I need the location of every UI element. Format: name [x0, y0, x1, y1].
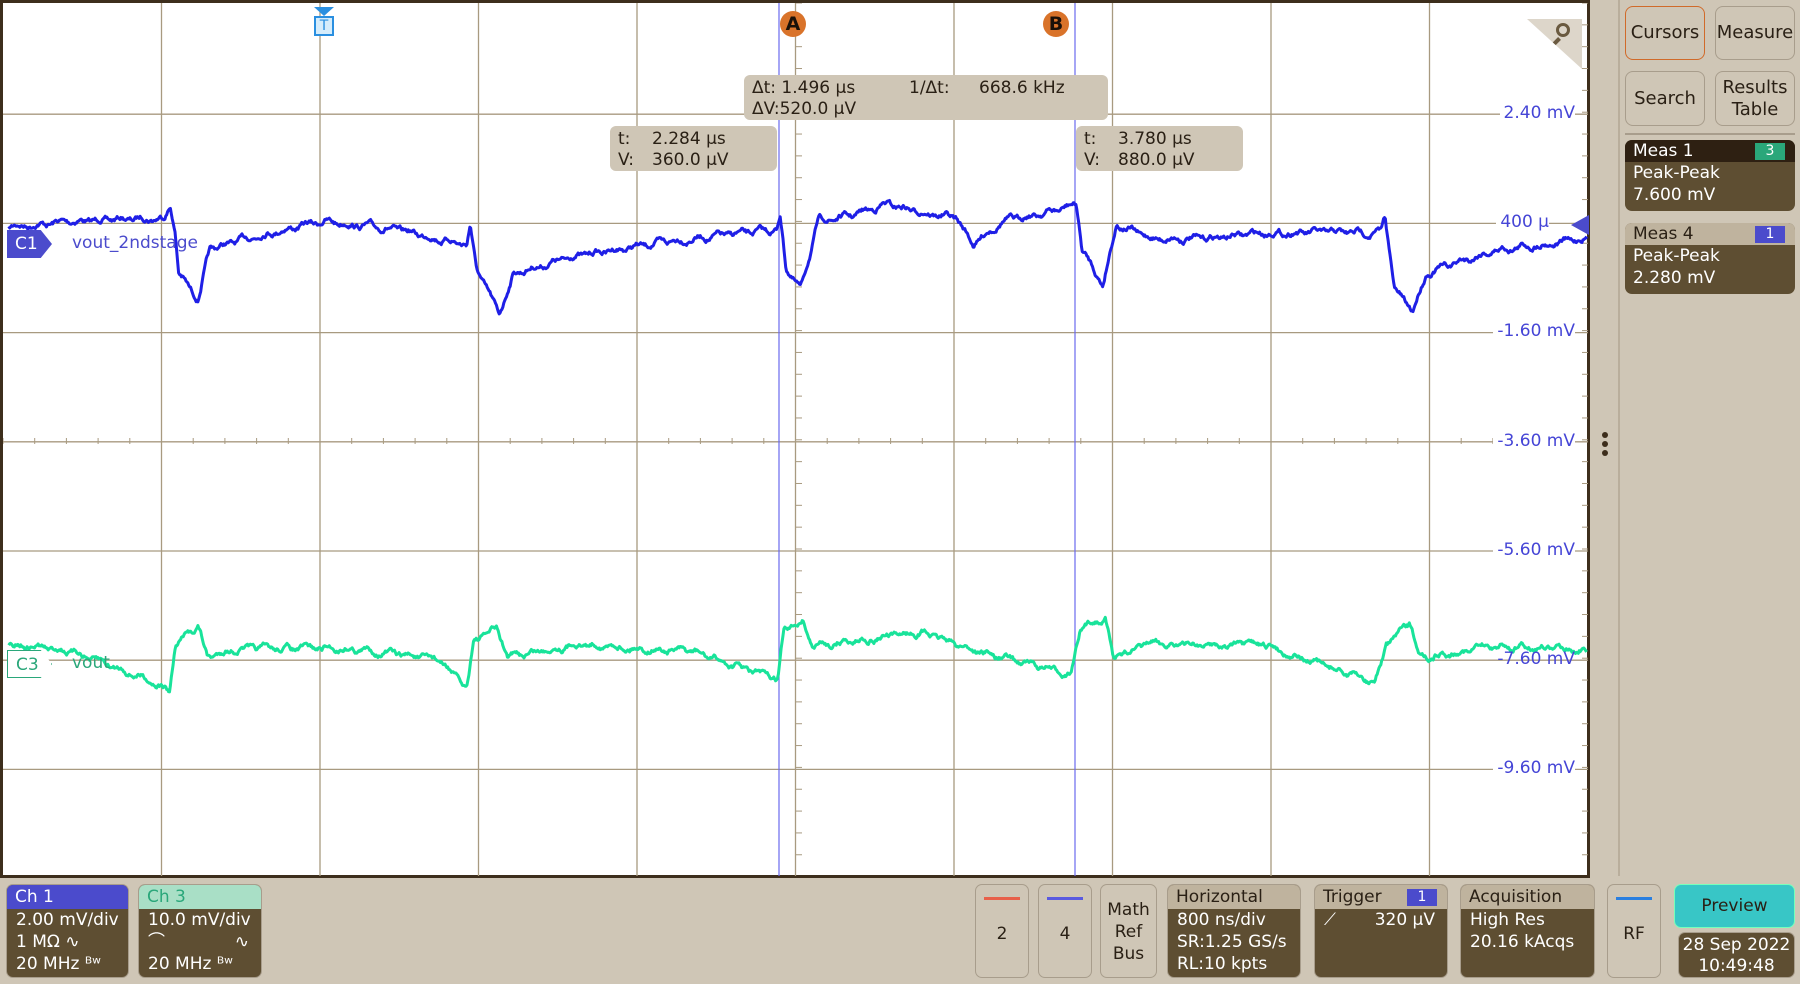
meas-type: Peak-Peak	[1633, 246, 1720, 266]
y-label: -7.60 mV	[1497, 649, 1575, 669]
waveform-canvas	[3, 3, 1589, 876]
cursor-b-voltage: 880.0 µV	[1118, 150, 1195, 170]
panel-resize-handle[interactable]	[1602, 432, 1608, 456]
meas-value: 7.600 mV	[1633, 185, 1716, 205]
cursor-a-handle[interactable]: A	[780, 11, 806, 37]
delta-t: Δt: 1.496 µs	[752, 78, 856, 98]
ch1-waveform	[7, 198, 1588, 316]
meas-1-badge[interactable]: Meas 1 3 Peak-Peak 7.600 mV	[1625, 140, 1795, 211]
trigger-badge[interactable]: Trigger 1 ⟋ 320 µV	[1314, 884, 1448, 978]
preview-button[interactable]: Preview	[1674, 884, 1795, 928]
ch3-waveform	[7, 615, 1588, 694]
trigger-source: 1	[1407, 889, 1437, 906]
cursor-delta-readout: Δt: 1.496 µs 1/Δt: 668.6 kHz ΔV:520.0 µV	[744, 75, 1108, 120]
ch2-button[interactable]: 2	[975, 884, 1029, 978]
v-label: V:	[618, 150, 634, 170]
y-label: 400 µ	[1496, 212, 1549, 232]
cursor-b-readout: t: 3.780 µs V: 880.0 µV	[1076, 126, 1243, 171]
trigger-title: Trigger	[1323, 887, 1382, 907]
cursor-b-handle[interactable]: B	[1043, 11, 1069, 37]
meas-source: 3	[1755, 143, 1785, 160]
divider	[1625, 133, 1795, 135]
rf-color-icon	[1616, 897, 1652, 900]
measure-button[interactable]: Measure	[1715, 6, 1795, 60]
ch1-label: vout_2ndstage	[72, 233, 198, 253]
trigger-position-marker[interactable]: T	[313, 7, 335, 45]
bus-label: Bus	[1112, 944, 1145, 964]
cursor-a-time: 2.284 µs	[652, 129, 726, 149]
inv-delta-t-label: 1/Δt:	[909, 78, 950, 98]
meas-source: 1	[1755, 226, 1785, 243]
ch1-offset-handle[interactable]: C1	[7, 230, 52, 258]
ch3-coupling: ∿	[234, 932, 249, 952]
meas-type: Peak-Peak	[1633, 163, 1720, 183]
v-label: V:	[1084, 150, 1100, 170]
meas-4-badge[interactable]: Meas 4 1 Peak-Peak 2.280 mV	[1625, 223, 1795, 294]
ch1-badge[interactable]: Ch 1 2.00 mV/div 1 MΩ ∿ 20 MHz ᴮʷ	[6, 884, 129, 978]
ch1-coupling: 1 MΩ ∿	[16, 932, 80, 952]
horizontal-scale: 800 ns/div	[1177, 910, 1266, 930]
ch1-title: Ch 1	[7, 885, 128, 909]
horizontal-title: Horizontal	[1168, 885, 1300, 909]
ch3-bandwidth: 20 MHz ᴮʷ	[148, 954, 233, 974]
ch1-scale: 2.00 mV/div	[16, 910, 119, 930]
ch4-color-icon	[1047, 897, 1083, 900]
acquisition-mode: High Res	[1470, 910, 1545, 930]
ch4-button[interactable]: 4	[1038, 884, 1092, 978]
sample-rate: SR:1.25 GS/s	[1177, 932, 1287, 952]
acquisition-badge[interactable]: Acquisition High Res 20.16 kAcqs	[1460, 884, 1595, 978]
t-label: t:	[618, 129, 631, 149]
ch3-title: Ch 3	[139, 885, 261, 909]
acquisition-title: Acquisition	[1461, 885, 1594, 909]
ch3-label: vout	[72, 653, 110, 673]
delta-v: ΔV:520.0 µV	[752, 99, 857, 119]
meas-title: Meas 1	[1633, 141, 1694, 161]
y-label: -1.60 mV	[1493, 321, 1575, 341]
math-label: Math	[1107, 900, 1150, 920]
results-table-button[interactable]: Results Table	[1715, 71, 1795, 126]
y-label: -9.60 mV	[1493, 758, 1575, 778]
cursor-b-time: 3.780 µs	[1118, 129, 1192, 149]
probe-icon: ⌒	[148, 932, 165, 952]
rf-button[interactable]: RF	[1607, 884, 1661, 978]
time: 10:49:48	[1698, 956, 1775, 976]
waveform-display[interactable]: 2.40 mV 400 µ -1.60 mV -3.60 mV -5.60 mV…	[0, 0, 1590, 878]
ch2-color-icon	[984, 897, 1020, 900]
record-length: RL:10 kpts	[1177, 954, 1268, 974]
cursor-a-voltage: 360.0 µV	[652, 150, 729, 170]
ch3-scale: 10.0 mV/div	[148, 910, 251, 930]
rf-label: RF	[1623, 924, 1645, 944]
ch1-bandwidth: 20 MHz ᴮʷ	[16, 954, 101, 974]
meas-title: Meas 4	[1633, 224, 1694, 244]
horizontal-badge[interactable]: Horizontal 800 ns/div SR:1.25 GS/s RL:10…	[1167, 884, 1301, 978]
cursors-button[interactable]: Cursors	[1625, 6, 1705, 60]
y-label: 2.40 mV	[1499, 103, 1575, 123]
ch1-reference-arrow	[1571, 215, 1589, 235]
ch3-badge[interactable]: Ch 3 10.0 mV/div ⌒ ∿ 20 MHz ᴮʷ	[138, 884, 262, 978]
ch4-label: 4	[1059, 924, 1071, 944]
y-label: -3.60 mV	[1493, 431, 1575, 451]
math-ref-bus-button[interactable]: Math Ref Bus	[1100, 884, 1157, 978]
t-label: t:	[1084, 129, 1097, 149]
search-button[interactable]: Search	[1625, 71, 1705, 126]
y-label: -5.60 mV	[1493, 540, 1575, 560]
rising-edge-icon: ⟋	[1324, 910, 1336, 930]
acquisition-count: 20.16 kAcqs	[1470, 932, 1575, 952]
date-time-display: 28 Sep 2022 10:49:48	[1678, 932, 1795, 978]
cursor-a-readout: t: 2.284 µs V: 360.0 µV	[610, 126, 777, 171]
ch3-offset-handle[interactable]: C3	[7, 650, 52, 678]
ref-label: Ref	[1114, 922, 1143, 942]
date: 28 Sep 2022	[1682, 935, 1791, 955]
meas-value: 2.280 mV	[1633, 268, 1716, 288]
ch2-label: 2	[996, 924, 1008, 944]
trigger-level: 320 µV	[1374, 910, 1435, 930]
inv-delta-t: 668.6 kHz	[979, 78, 1065, 98]
results-panel	[1618, 0, 1800, 876]
